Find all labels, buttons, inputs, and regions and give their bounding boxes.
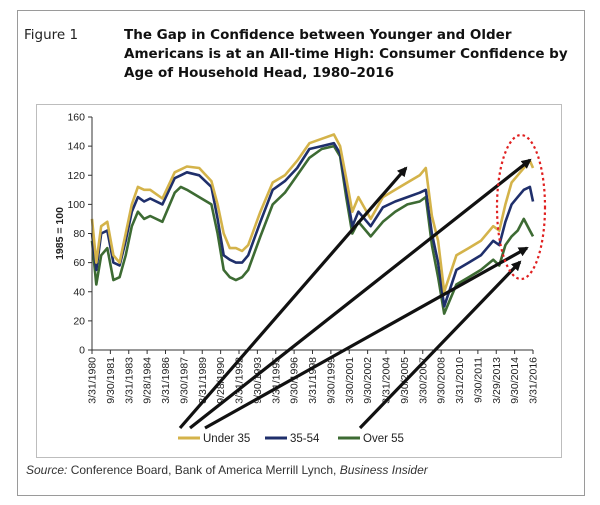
- x-tick-label: 3/31/1989: [197, 357, 209, 404]
- series-line-35-54: [90, 141, 535, 308]
- x-tick-label: 9/30/2011: [472, 357, 484, 403]
- x-tick-label: 9/30/2014: [509, 357, 521, 404]
- x-tick-label: 3/31/2016: [528, 357, 540, 404]
- highlight-ellipse: [495, 133, 547, 281]
- legend-label: 35-54: [290, 433, 320, 445]
- series-line-over-55: [90, 144, 535, 315]
- legend-label: Under 35: [203, 433, 250, 445]
- x-tick-label: 3/31/1995: [270, 357, 282, 404]
- x-tick-label: 3/31/1986: [160, 357, 172, 404]
- x-tick-label: 3/31/1983: [123, 357, 135, 404]
- annotation-arrow: [178, 166, 408, 430]
- y-axis-label: 1985 = 100: [54, 207, 66, 260]
- source-text: Conference Board, Bank of America Merril…: [67, 463, 340, 477]
- x-tick-label: 9/30/1999: [325, 357, 337, 404]
- y-tick-label: 40: [73, 286, 85, 298]
- x-tick-label: 9/30/2008: [436, 357, 448, 404]
- figure-label: Figure 1: [24, 27, 79, 43]
- y-tick-label: 160: [67, 112, 85, 124]
- x-tick-label: 3/31/2010: [454, 357, 466, 404]
- y-tick-label: 140: [67, 141, 85, 153]
- source-italic: Business Insider: [339, 463, 428, 477]
- legend-label: Over 55: [363, 433, 404, 445]
- y-tick-label: 100: [67, 199, 85, 211]
- y-tick-label: 0: [79, 345, 85, 357]
- y-tick-label: 60: [73, 257, 85, 269]
- x-tick-label: 3/29/2013: [491, 357, 503, 404]
- x-tick-label: 3/30/2001: [344, 357, 356, 404]
- figure-title: The Gap in Confidence between Younger an…: [124, 27, 568, 81]
- x-tick-label: 3/31/1980: [87, 357, 99, 404]
- x-tick-label: 9/30/1996: [289, 357, 301, 404]
- y-tick-label: 20: [73, 315, 85, 327]
- x-tick-label: 9/30/1981: [105, 357, 117, 404]
- x-tick-label: 3/30/2007: [417, 357, 429, 404]
- source-prefix: Source:: [26, 463, 68, 477]
- y-tick-label: 80: [73, 228, 85, 240]
- x-tick-label: 9/30/1993: [252, 357, 264, 404]
- annotation-arrow: [204, 246, 529, 430]
- annotation-arrow: [358, 260, 522, 430]
- x-tick-label: 9/30/1987: [178, 357, 190, 404]
- x-tick-label: 9/30/2002: [362, 357, 374, 404]
- x-tick-label: 3/31/2004: [381, 357, 393, 404]
- x-tick-label: 9/28/1984: [142, 357, 154, 404]
- source-note: Source: Conference Board, Bank of Americ…: [26, 463, 428, 477]
- y-tick-label: 120: [67, 170, 85, 182]
- series-line-under-35: [90, 133, 535, 294]
- annotation-arrow: [189, 158, 532, 430]
